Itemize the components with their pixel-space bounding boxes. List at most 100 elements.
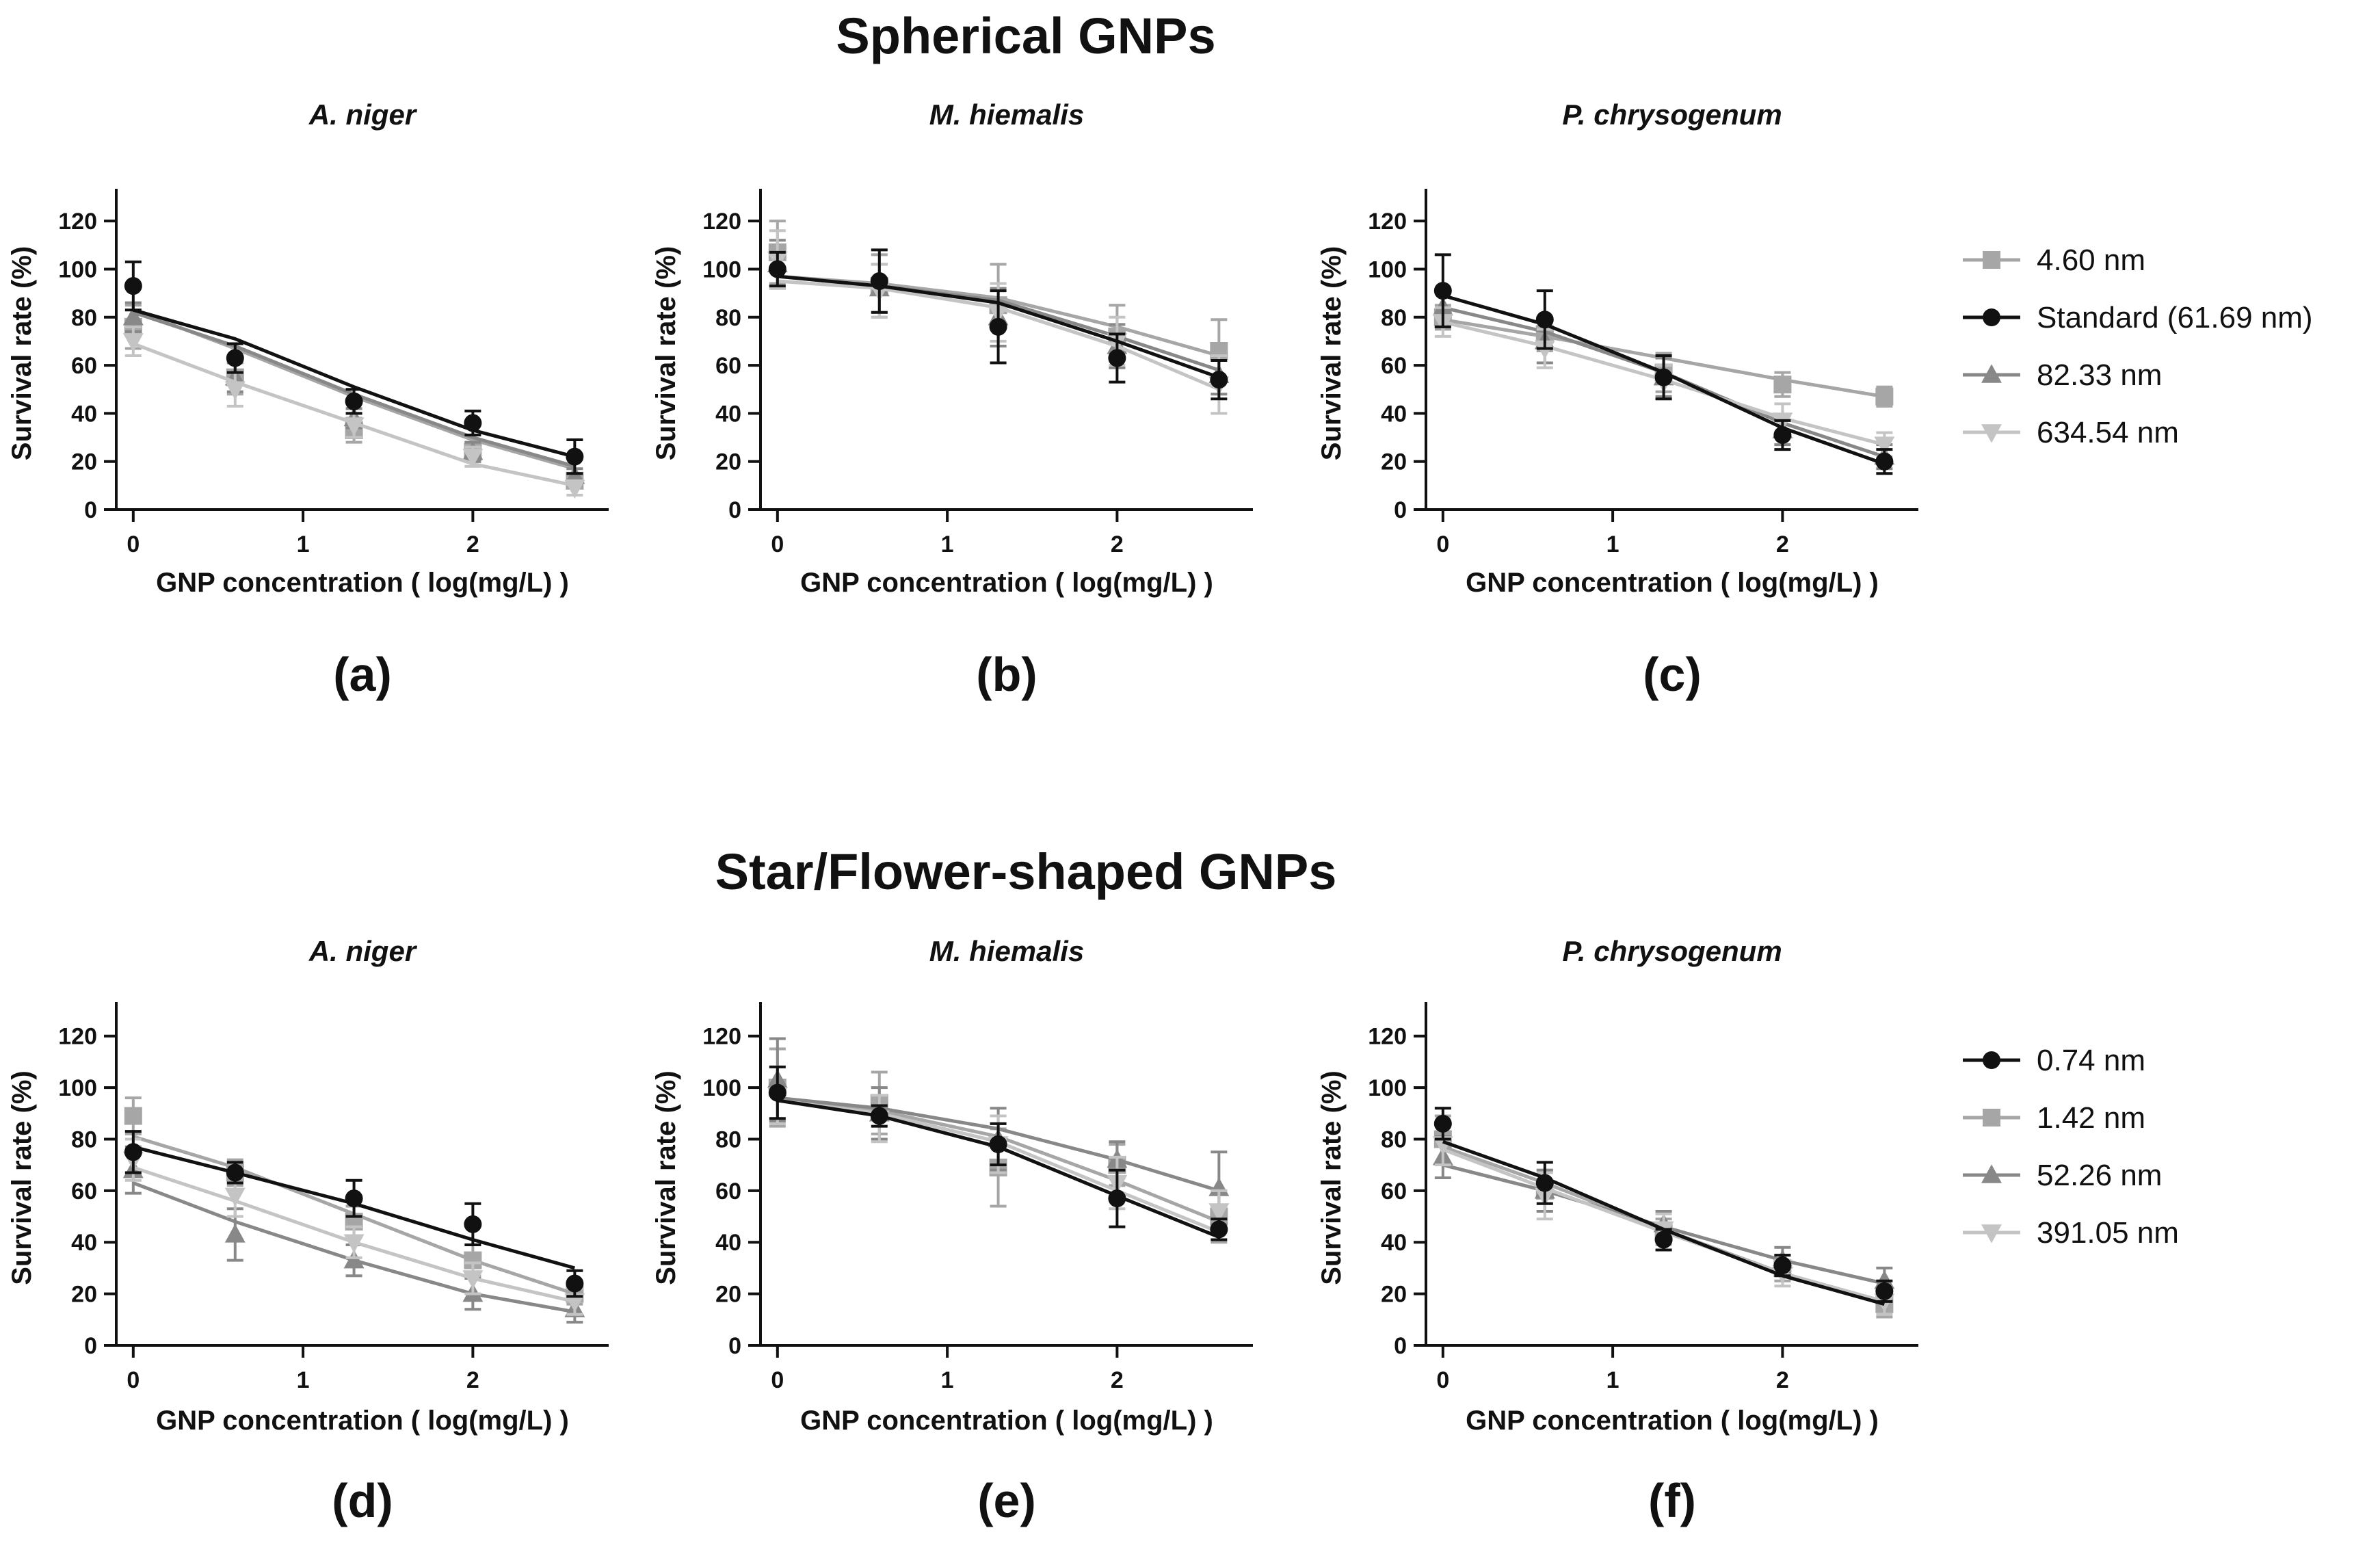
y-tick-label: 120 [58, 1024, 97, 1050]
x-tick-label: 2 [466, 531, 479, 557]
x-axis-label: GNP concentration ( log(mg/L) ) [800, 1406, 1213, 1436]
panel-c: P. chrysogenum (c) 0 20 40 60 80 100 120 0 1 2 GNP c… [1317, 98, 1918, 701]
legend-label: 4.60 nm [2037, 243, 2145, 277]
y-tick-label: 40 [1381, 401, 1407, 427]
x-tick-label: 2 [1776, 531, 1789, 557]
y-tick-label: 120 [702, 1024, 741, 1050]
legend-marker [1983, 251, 2000, 269]
x-tick-label: 1 [941, 1367, 954, 1393]
y-tick-label: 80 [71, 1127, 97, 1153]
x-tick-label: 1 [1606, 531, 1619, 557]
panel-label: (e) [977, 1474, 1036, 1527]
legend-label: 634.54 nm [2037, 416, 2179, 449]
y-axis-label: Survival rate (%) [1317, 246, 1347, 460]
y-tick-label: 120 [1368, 1024, 1407, 1050]
data-point [564, 479, 585, 499]
y-tick-label: 40 [71, 1230, 97, 1256]
data-point [989, 317, 1007, 336]
data-point [566, 1274, 584, 1293]
series-391-05-nm [1432, 1122, 1895, 1316]
x-tick-label: 0 [127, 1367, 140, 1393]
y-tick-label: 20 [71, 1282, 97, 1308]
data-point [1210, 371, 1228, 389]
legend-label: Standard (61.69 nm) [2037, 301, 2313, 334]
y-tick-label: 80 [715, 1127, 741, 1153]
legend-label: 1.42 nm [2037, 1101, 2145, 1135]
x-tick-label: 0 [1436, 1367, 1449, 1393]
data-point [343, 417, 365, 436]
y-tick-label: 100 [58, 1075, 97, 1101]
x-tick-label: 2 [1776, 1367, 1789, 1393]
x-tick-label: 0 [1436, 531, 1449, 557]
data-point [1654, 1230, 1673, 1249]
y-tick-label: 0 [1394, 1333, 1407, 1359]
x-tick-label: 0 [771, 1367, 784, 1393]
data-point [124, 1107, 142, 1125]
y-tick-label: 100 [58, 256, 97, 282]
y-axis-label: Survival rate (%) [7, 1070, 37, 1285]
panel-e: M. hiemalis (e) 0 20 40 60 80 100 120 0 1 2 GNP conc… [651, 935, 1253, 1527]
legend-label: 82.33 nm [2037, 358, 2162, 392]
x-tick-label: 1 [941, 531, 954, 557]
y-tick-label: 60 [1381, 353, 1407, 379]
series-0-74-nm [1433, 1107, 1894, 1306]
panel-title: A. niger [308, 935, 418, 967]
y-tick-label: 100 [1368, 256, 1407, 282]
x-tick-label: 1 [1606, 1367, 1619, 1393]
legend-label: 52.26 nm [2037, 1159, 2162, 1192]
y-tick-label: 0 [84, 1333, 97, 1359]
panel-title: P. chrysogenum [1562, 935, 1782, 967]
data-point [1875, 387, 1894, 406]
y-tick-label: 60 [71, 1178, 97, 1204]
data-point [1874, 436, 1895, 456]
data-point [124, 277, 142, 295]
legend-marker [1983, 308, 2000, 326]
data-point [124, 1143, 142, 1161]
data-point [345, 1189, 363, 1208]
series-standard-61-69-nm- [768, 248, 1228, 401]
legend-marker [1981, 1164, 2002, 1183]
data-point [768, 1083, 786, 1102]
x-tick-label: 0 [127, 531, 140, 557]
x-axis-label: GNP concentration ( log(mg/L) ) [800, 568, 1213, 598]
data-point [462, 448, 484, 468]
x-axis-label: GNP concentration ( log(mg/L) ) [156, 568, 569, 598]
data-point [564, 1293, 585, 1313]
y-tick-label: 0 [1394, 497, 1407, 523]
panel-title: M. hiemalis [929, 935, 1084, 967]
x-tick-label: 0 [771, 531, 784, 557]
y-tick-label: 60 [715, 353, 741, 379]
data-point [1773, 426, 1792, 445]
y-tick-label: 80 [1381, 305, 1407, 331]
y-tick-label: 100 [702, 256, 741, 282]
x-tick-label: 1 [297, 531, 310, 557]
y-tick-label: 20 [71, 449, 97, 475]
data-point [226, 349, 244, 367]
data-point [1432, 1136, 1453, 1155]
data-point [224, 1187, 246, 1207]
panel-label: (f) [1648, 1474, 1696, 1527]
data-point [343, 1234, 365, 1253]
y-axis-label: Survival rate (%) [651, 246, 681, 460]
data-point [1535, 1174, 1554, 1192]
legend-label: 391.05 nm [2037, 1216, 2179, 1250]
y-axis-label: Survival rate (%) [651, 1070, 681, 1285]
legend-marker [1983, 1051, 2000, 1069]
series-standard-61-69-nm- [1433, 253, 1894, 475]
panel-title: M. hiemalis [929, 98, 1084, 131]
y-tick-label: 20 [1381, 1282, 1407, 1308]
legend-marker [1981, 424, 2002, 443]
y-tick-label: 80 [715, 305, 741, 331]
y-tick-label: 60 [1381, 1178, 1407, 1204]
x-axis-label: GNP concentration ( log(mg/L) ) [1466, 1406, 1879, 1436]
data-point [1208, 1203, 1230, 1222]
data-point [870, 272, 888, 291]
panel-f: P. chrysogenum (f) 0 20 40 60 80 100 120 0 1 2 GNP c… [1317, 935, 1918, 1527]
row-title-star: Star/Flower-shaped GNPs [715, 843, 1337, 900]
data-point [1108, 1189, 1126, 1208]
panel-title: P. chrysogenum [1562, 98, 1782, 131]
y-tick-label: 20 [715, 1282, 741, 1308]
x-tick-label: 2 [466, 1367, 479, 1393]
